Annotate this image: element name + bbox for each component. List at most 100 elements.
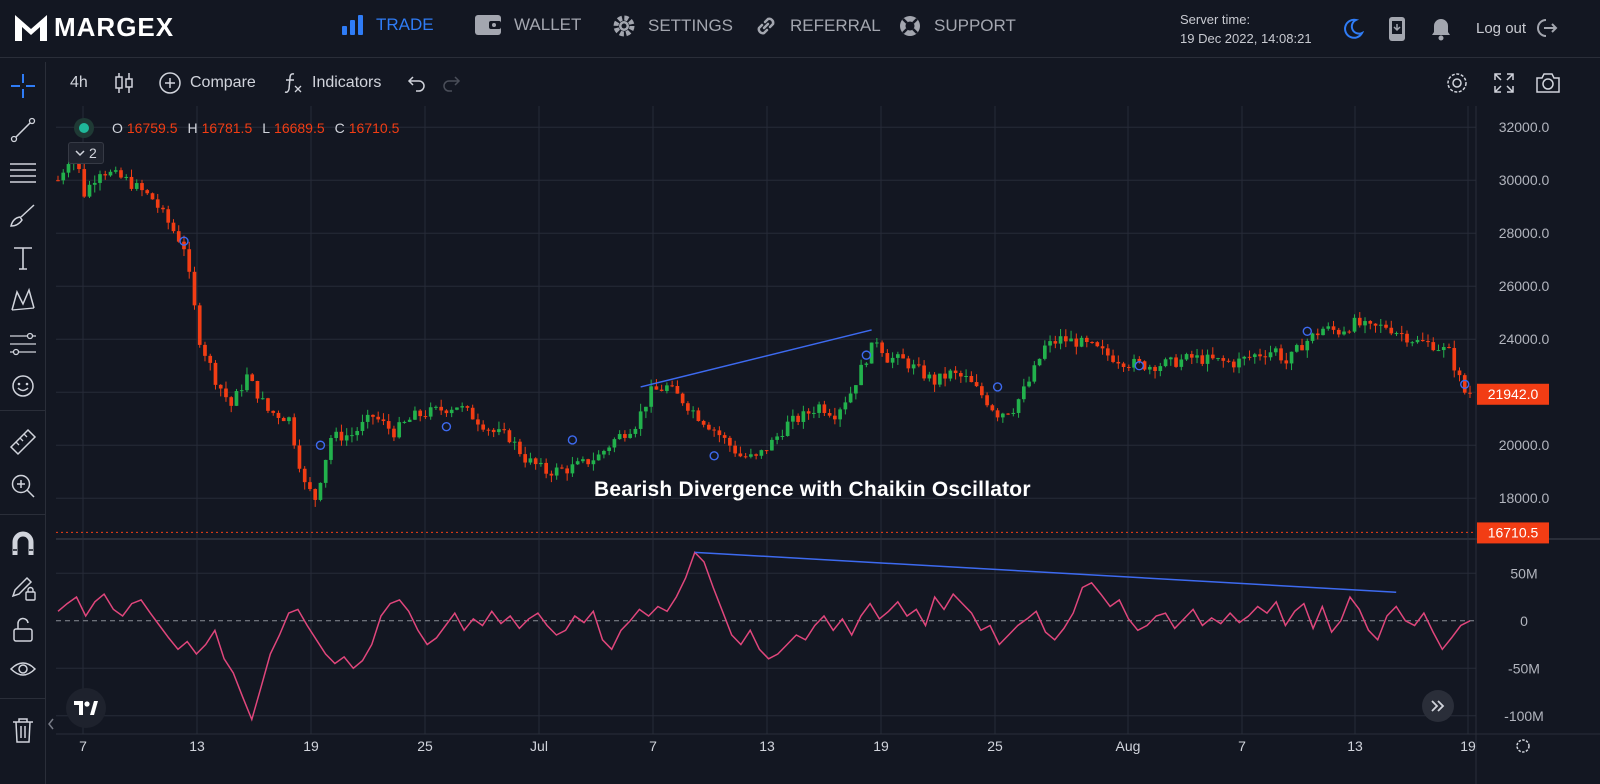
open-key: O (112, 120, 123, 136)
nav-wallet[interactable]: WALLET (474, 14, 581, 36)
candle-body (82, 169, 87, 197)
zoom-tool[interactable] (7, 470, 39, 502)
candle-body (1410, 342, 1415, 344)
candle-body (1242, 356, 1247, 359)
nav-settings[interactable]: SETTINGS (612, 14, 733, 38)
top-navigation-bar: MARGEX TRADE WALLET SETTINGS REFERRAL SU… (0, 0, 1600, 58)
nav-trade[interactable]: TRADE (340, 14, 434, 36)
nav-referral[interactable]: REFERRAL (754, 14, 881, 38)
candle-body (728, 437, 732, 446)
candle-body (113, 170, 118, 172)
price-trendline (640, 329, 872, 388)
logout-button[interactable]: Log out (1476, 18, 1558, 38)
candle-body (350, 435, 354, 437)
candle-body (612, 439, 617, 448)
crosshair-icon (11, 74, 35, 98)
candle-body (476, 419, 480, 425)
candle-body (554, 467, 559, 476)
candle-body (66, 164, 71, 173)
candle-body (497, 429, 501, 433)
candle-body (166, 209, 171, 223)
lock-drawings-tool[interactable] (7, 572, 39, 604)
candle-body (869, 342, 874, 364)
collapse-toolbar-handle[interactable] (46, 712, 56, 736)
chart-settings-button[interactable] (1444, 68, 1470, 98)
screenshot-button[interactable] (1534, 68, 1562, 98)
pattern-tool[interactable] (7, 284, 39, 316)
text-tool[interactable] (7, 242, 39, 274)
candle-body (938, 373, 942, 385)
candle-body (302, 468, 307, 483)
indicators-collapse-button[interactable]: 2 (68, 142, 104, 164)
candle-body (875, 342, 879, 344)
trendline-icon (10, 117, 36, 143)
candle-body (995, 410, 1000, 418)
icon-tool[interactable] (7, 370, 39, 402)
interval-selector[interactable]: 4h (70, 68, 88, 98)
prediction-icon (10, 332, 36, 356)
candle-body (1263, 356, 1268, 358)
brush-tool[interactable] (7, 200, 39, 232)
candle-body (1063, 336, 1068, 342)
candle-body (92, 182, 97, 185)
x-tick-label: 25 (417, 738, 433, 754)
candle-body (1095, 342, 1100, 347)
candle-body (187, 249, 192, 272)
candle-body (203, 344, 207, 356)
undo-button[interactable] (406, 68, 428, 98)
candle-body (1184, 354, 1189, 360)
candle-body (1394, 333, 1399, 335)
magnet-tool[interactable] (7, 528, 39, 560)
bell-icon (1432, 19, 1450, 41)
eye-icon (9, 662, 37, 676)
trendline-tool[interactable] (7, 114, 39, 146)
lock-tool[interactable] (7, 614, 39, 646)
candle-body (1037, 358, 1042, 366)
chart-area[interactable]: 7 13 19 25 Jul 7 13 19 25 Aug 7 13 19 32000.0 30000.0 2… (56, 106, 1600, 784)
compare-button[interactable]: Compare (158, 68, 256, 98)
candle-body (360, 421, 365, 432)
candle-body (1189, 354, 1194, 358)
oscillator-tick-label: 0 (1520, 613, 1528, 629)
tradingview-logo[interactable] (66, 688, 106, 728)
fullscreen-button[interactable] (1492, 68, 1516, 98)
signal-marker (441, 421, 452, 432)
series-visibility-toggle[interactable] (74, 118, 94, 138)
last-price-label: 21942.0 (1488, 386, 1539, 402)
candle-body (119, 170, 123, 178)
chart-type-button[interactable] (114, 68, 134, 98)
brand-name: MARGEX (54, 12, 175, 42)
fib-tool[interactable] (7, 156, 39, 188)
candle-body (560, 467, 564, 469)
remove-drawings-tool[interactable] (7, 714, 39, 746)
prediction-tool[interactable] (7, 328, 39, 360)
hide-drawings-tool[interactable] (7, 654, 39, 686)
candle-body (287, 417, 291, 422)
candle-body (1252, 354, 1257, 358)
redo-icon (443, 76, 461, 92)
indicators-button[interactable]: Indicators (282, 68, 381, 98)
candle-body (1336, 329, 1341, 335)
mobile-app-button[interactable] (1384, 16, 1410, 42)
candle-body (617, 434, 622, 440)
scroll-to-realtime-button[interactable] (1422, 690, 1454, 722)
candle-body (1405, 333, 1409, 343)
measure-tool[interactable] (7, 426, 39, 458)
candle-body (87, 184, 92, 197)
margex-logo[interactable]: MARGEX (14, 12, 174, 43)
candle-body (439, 406, 444, 411)
crosshair-tool[interactable] (7, 70, 39, 102)
candle-body (911, 364, 916, 369)
candle-body (1210, 354, 1215, 359)
nav-support[interactable]: SUPPORT (898, 14, 1016, 38)
y-tick-label: 20000.0 (1499, 437, 1550, 453)
candle-body (1006, 413, 1010, 415)
price-chart-canvas[interactable]: 7 13 19 25 Jul 7 13 19 25 Aug 7 13 19 32000.0 30000.0 2… (56, 106, 1600, 784)
theme-toggle[interactable] (1340, 16, 1366, 42)
candle-body (518, 441, 522, 455)
candle-body (1168, 357, 1173, 360)
notifications-button[interactable] (1428, 16, 1454, 42)
redo-button[interactable] (440, 68, 462, 98)
moon-icon (1344, 18, 1364, 39)
high-key: H (187, 120, 198, 136)
